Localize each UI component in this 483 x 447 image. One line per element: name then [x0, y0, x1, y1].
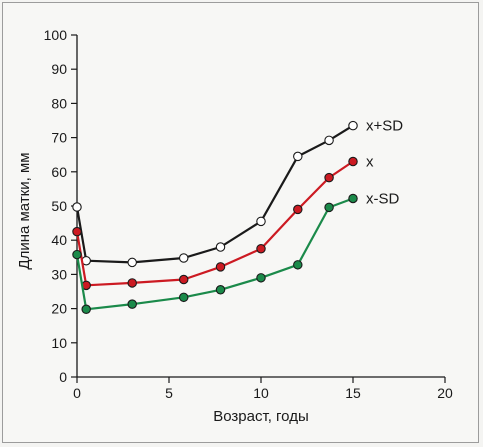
data-point — [215, 285, 226, 295]
uterus-length-chart: 0 10 20 30 40 50 60 70 80 90 100 0 5 10 15 20 x+SD x x-SD… — [16, 27, 453, 425]
data-point — [178, 274, 189, 285]
data-point — [348, 193, 358, 204]
y-tick-label: 40 — [51, 232, 67, 248]
y-tick-label: 60 — [51, 164, 67, 180]
y-tick-label: 10 — [51, 335, 67, 351]
y-tick-label: 90 — [51, 61, 67, 77]
y-tick-label: 20 — [51, 301, 67, 317]
x-axis-title: Возраст, годы — [213, 408, 308, 425]
y-tick-label: 50 — [51, 198, 67, 214]
y-tick-label: 0 — [59, 369, 67, 385]
series-line — [75, 197, 354, 311]
data-point — [348, 120, 358, 131]
data-point — [72, 226, 82, 237]
y-tick-label: 80 — [51, 95, 67, 111]
x-tick-label: 20 — [437, 385, 453, 401]
y-tick-label: 100 — [44, 27, 68, 43]
x-tick-label: 5 — [165, 385, 173, 401]
data-point — [215, 242, 226, 252]
series-label: x — [366, 154, 374, 171]
data-point — [256, 273, 266, 283]
series-label: x+SD — [366, 118, 403, 135]
series-line — [75, 160, 354, 287]
data-point — [178, 253, 189, 263]
y-tick-label: 70 — [51, 130, 67, 146]
data-point — [127, 278, 137, 288]
data-point — [293, 204, 303, 215]
data-point — [324, 172, 334, 183]
x-tick-label: 15 — [345, 385, 361, 401]
data-point — [81, 304, 91, 315]
data-point — [72, 249, 82, 260]
data-point — [215, 262, 226, 272]
data-point — [127, 257, 137, 268]
axes: 0 10 20 30 40 50 60 70 80 90 100 0 5 10 15 20 — [44, 27, 453, 401]
chart-frame: 0 10 20 30 40 50 60 70 80 90 100 0 5 10 15 20 x+SD x x-SD… — [2, 2, 479, 443]
x-tick-label: 0 — [73, 385, 81, 401]
data-point — [127, 299, 137, 309]
series-layer: x+SD x x-SD — [72, 118, 403, 315]
data-point — [256, 244, 266, 254]
y-tick-label: 30 — [51, 266, 67, 282]
data-point — [324, 135, 334, 146]
data-point — [72, 202, 82, 212]
data-point — [256, 216, 266, 227]
data-point — [293, 260, 303, 270]
data-point — [178, 292, 189, 303]
x-tick-label: 10 — [253, 385, 269, 401]
data-point — [293, 151, 303, 162]
data-point — [348, 156, 358, 167]
data-point — [324, 202, 334, 213]
y-axis-title: Длина матки, мм — [16, 152, 33, 269]
series-label: x-SD — [366, 190, 400, 207]
